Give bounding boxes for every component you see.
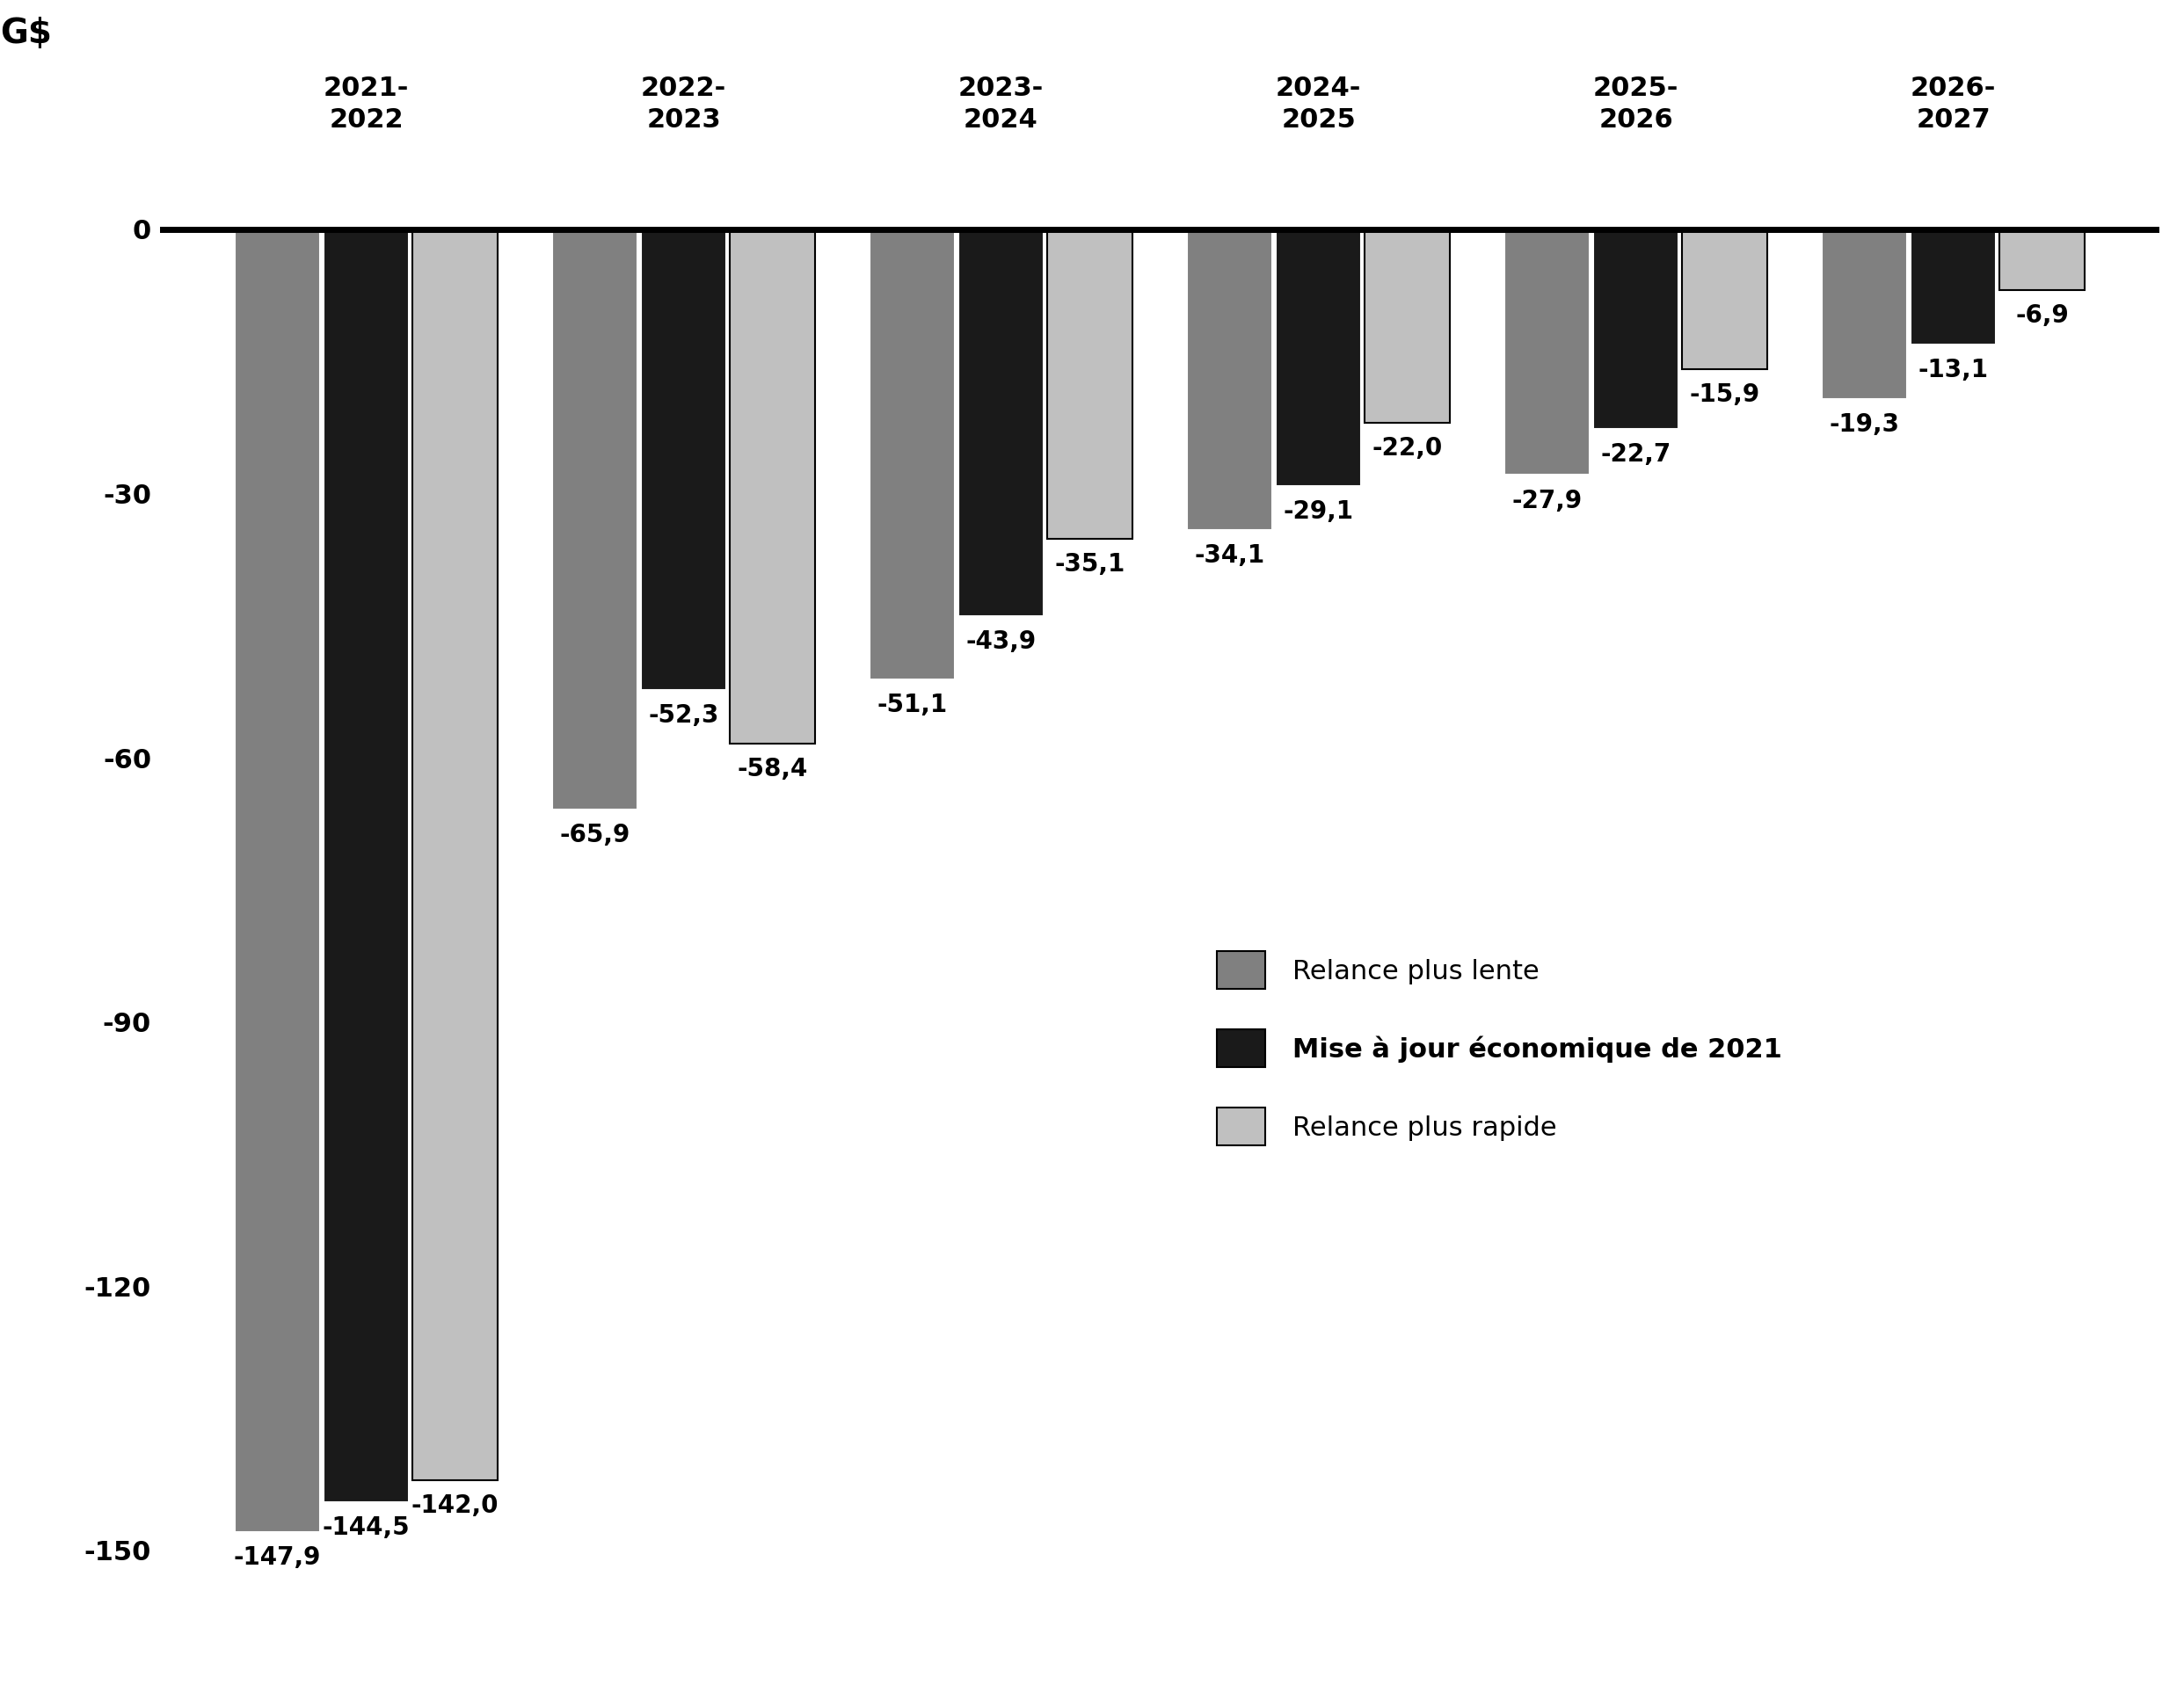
Text: -15,9: -15,9 bbox=[1690, 382, 1760, 408]
Text: -29,1: -29,1 bbox=[1284, 498, 1354, 524]
Bar bbox=[234, 229, 321, 1531]
Text: -144,5: -144,5 bbox=[323, 1516, 411, 1540]
Bar bbox=[1682, 229, 1767, 369]
Text: G$: G$ bbox=[0, 17, 52, 50]
Text: -27,9: -27,9 bbox=[1511, 488, 1581, 512]
Bar bbox=[1505, 229, 1590, 475]
Text: -13,1: -13,1 bbox=[1918, 358, 1987, 382]
Text: 2022-
2023: 2022- 2023 bbox=[640, 75, 727, 133]
Bar bbox=[553, 229, 638, 809]
Text: -51,1: -51,1 bbox=[878, 693, 948, 717]
Bar bbox=[959, 229, 1044, 616]
Text: -58,4: -58,4 bbox=[738, 756, 808, 782]
Text: -43,9: -43,9 bbox=[965, 630, 1035, 654]
Text: 2021-
2022: 2021- 2022 bbox=[323, 75, 408, 133]
Text: -35,1: -35,1 bbox=[1055, 551, 1125, 577]
Bar bbox=[1998, 229, 2086, 290]
Bar bbox=[1046, 229, 1133, 538]
Bar bbox=[1275, 229, 1361, 486]
Text: -147,9: -147,9 bbox=[234, 1545, 321, 1570]
Bar bbox=[1911, 229, 1996, 345]
Text: -22,0: -22,0 bbox=[1372, 437, 1444, 461]
Text: 2026-
2027: 2026- 2027 bbox=[1911, 75, 1996, 133]
Text: -34,1: -34,1 bbox=[1195, 543, 1265, 567]
Text: 2024-
2025: 2024- 2025 bbox=[1275, 75, 1361, 133]
Text: -65,9: -65,9 bbox=[559, 823, 629, 848]
Text: -19,3: -19,3 bbox=[1830, 413, 1900, 437]
Legend: Relance plus lente, Mise à jour économique de 2021, Relance plus rapide: Relance plus lente, Mise à jour économiq… bbox=[1206, 941, 1793, 1156]
Bar bbox=[1821, 229, 1907, 399]
Text: 2023-
2024: 2023- 2024 bbox=[959, 75, 1044, 133]
Bar bbox=[640, 229, 727, 690]
Text: -52,3: -52,3 bbox=[649, 703, 719, 727]
Bar bbox=[1365, 229, 1450, 423]
Bar bbox=[413, 229, 498, 1480]
Bar bbox=[1186, 229, 1273, 529]
Text: 2025-
2026: 2025- 2026 bbox=[1592, 75, 1679, 133]
Text: -22,7: -22,7 bbox=[1601, 442, 1671, 468]
Text: -142,0: -142,0 bbox=[411, 1494, 498, 1518]
Bar bbox=[323, 229, 408, 1502]
Text: -6,9: -6,9 bbox=[2016, 304, 2068, 328]
Bar bbox=[869, 229, 954, 679]
Bar bbox=[729, 229, 815, 744]
Bar bbox=[1592, 229, 1679, 428]
